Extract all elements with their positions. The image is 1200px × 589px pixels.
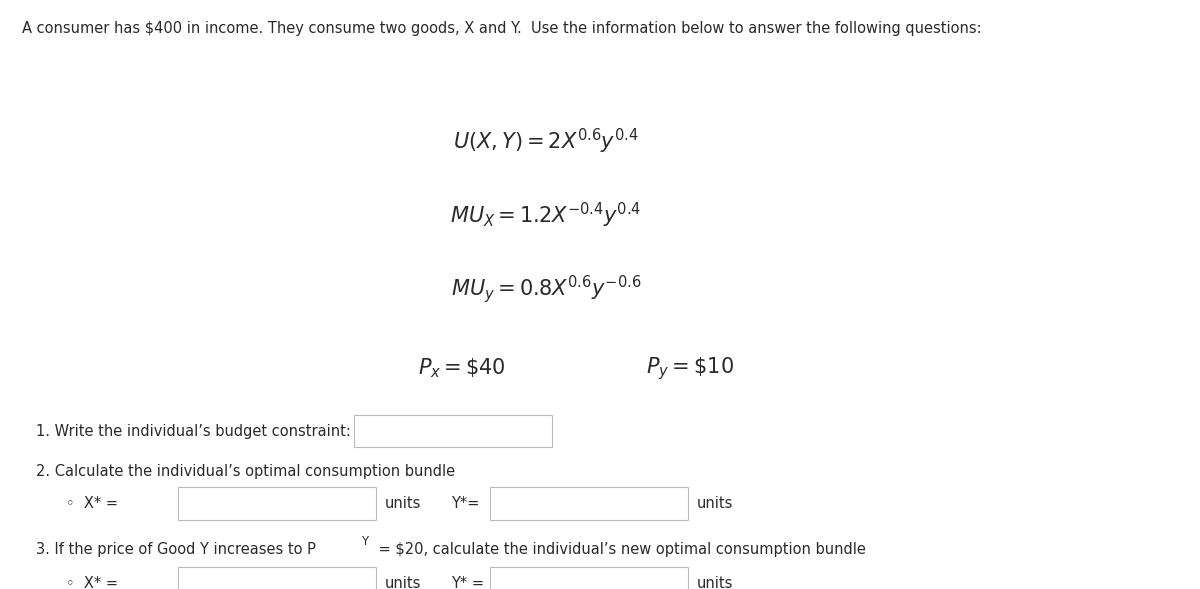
Text: 3. If the price of Good Y increases to P: 3. If the price of Good Y increases to P xyxy=(36,542,316,557)
Text: Y*=: Y*= xyxy=(451,496,480,511)
Text: 1. Write the individual’s budget constraint:: 1. Write the individual’s budget constra… xyxy=(36,423,350,439)
FancyBboxPatch shape xyxy=(178,488,376,520)
Text: ◦  X* =: ◦ X* = xyxy=(66,496,118,511)
Text: = $20, calculate the individual’s new optimal consumption bundle: = $20, calculate the individual’s new op… xyxy=(374,542,866,557)
Text: units: units xyxy=(697,496,733,511)
Text: units: units xyxy=(385,575,421,589)
FancyBboxPatch shape xyxy=(354,415,552,448)
Text: 2. Calculate the individual’s optimal consumption bundle: 2. Calculate the individual’s optimal co… xyxy=(36,464,455,479)
FancyBboxPatch shape xyxy=(490,488,688,520)
Text: $\it{P}_{\it{x}}=\$40$: $\it{P}_{\it{x}}=\$40$ xyxy=(419,356,505,380)
Text: $\it{MU}_{\it{y}}=0.8\it{X}^{0.6}\it{y}^{-0.6}$: $\it{MU}_{\it{y}}=0.8\it{X}^{0.6}\it{y}^… xyxy=(451,273,641,305)
Text: ◦  X* =: ◦ X* = xyxy=(66,575,118,589)
Text: units: units xyxy=(697,575,733,589)
FancyBboxPatch shape xyxy=(490,567,688,589)
Text: $\it{P}_{\it{y}}=\$10$: $\it{P}_{\it{y}}=\$10$ xyxy=(646,355,734,382)
Text: units: units xyxy=(385,496,421,511)
Text: $\it{MU}_{\it{X}}=1.2\it{X}^{-0.4}\it{y}^{0.4}$: $\it{MU}_{\it{X}}=1.2\it{X}^{-0.4}\it{y}… xyxy=(450,200,642,230)
Text: A consumer has $400 in income. They consume two goods, X and Y.  Use the informa: A consumer has $400 in income. They cons… xyxy=(22,21,982,35)
FancyBboxPatch shape xyxy=(178,567,376,589)
Text: Y: Y xyxy=(361,535,368,548)
Text: Y* =: Y* = xyxy=(451,575,485,589)
Text: $\it{U(X,Y)}=2\it{X}^{0.6}\it{y}^{0.4}$: $\it{U(X,Y)}=2\it{X}^{0.6}\it{y}^{0.4}$ xyxy=(454,127,638,156)
